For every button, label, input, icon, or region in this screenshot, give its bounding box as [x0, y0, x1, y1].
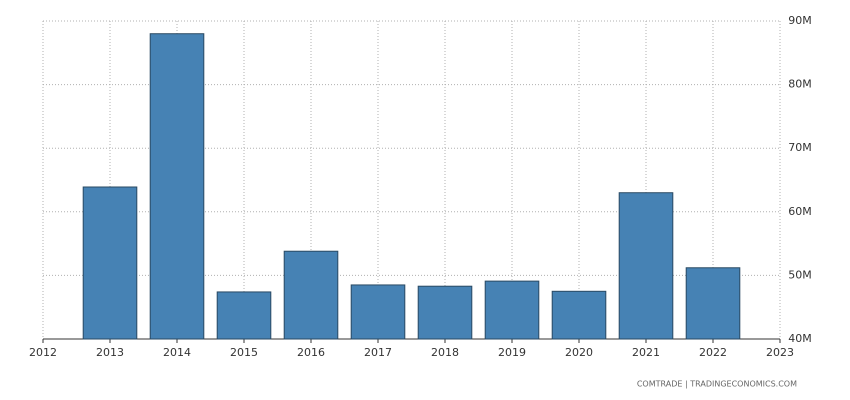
bar — [618, 192, 674, 340]
x-tick-label: 2023 — [766, 346, 794, 359]
x-tick-label: 2021 — [632, 346, 660, 359]
y-tick-label: 50M — [788, 268, 812, 281]
y-tick-label: 90M — [788, 14, 812, 27]
x-tick-label: 2013 — [96, 346, 124, 359]
bar — [82, 186, 138, 340]
bar — [551, 290, 607, 340]
y-tick-label: 60M — [788, 205, 812, 218]
bar — [685, 267, 741, 340]
x-tick-label: 2019 — [498, 346, 526, 359]
x-tick-label: 2017 — [364, 346, 392, 359]
y-tick-label: 80M — [788, 78, 812, 91]
x-tick-label: 2014 — [163, 346, 191, 359]
bar — [283, 250, 339, 340]
x-tick-label: 2018 — [431, 346, 459, 359]
y-tick-label: 70M — [788, 141, 812, 154]
y-tick-label: 40M — [788, 332, 812, 345]
source-note: COMTRADE | TRADINGECONOMICS.COM — [637, 380, 797, 389]
x-tick-label: 2016 — [297, 346, 325, 359]
bar — [149, 33, 205, 340]
x-tick-label: 2020 — [565, 346, 593, 359]
bar — [350, 284, 406, 340]
bar — [484, 280, 540, 340]
bar — [216, 291, 272, 340]
x-tick-label: 2012 — [29, 346, 57, 359]
x-tick-label: 2022 — [699, 346, 727, 359]
bar — [417, 285, 473, 340]
x-tick-label: 2015 — [230, 346, 258, 359]
